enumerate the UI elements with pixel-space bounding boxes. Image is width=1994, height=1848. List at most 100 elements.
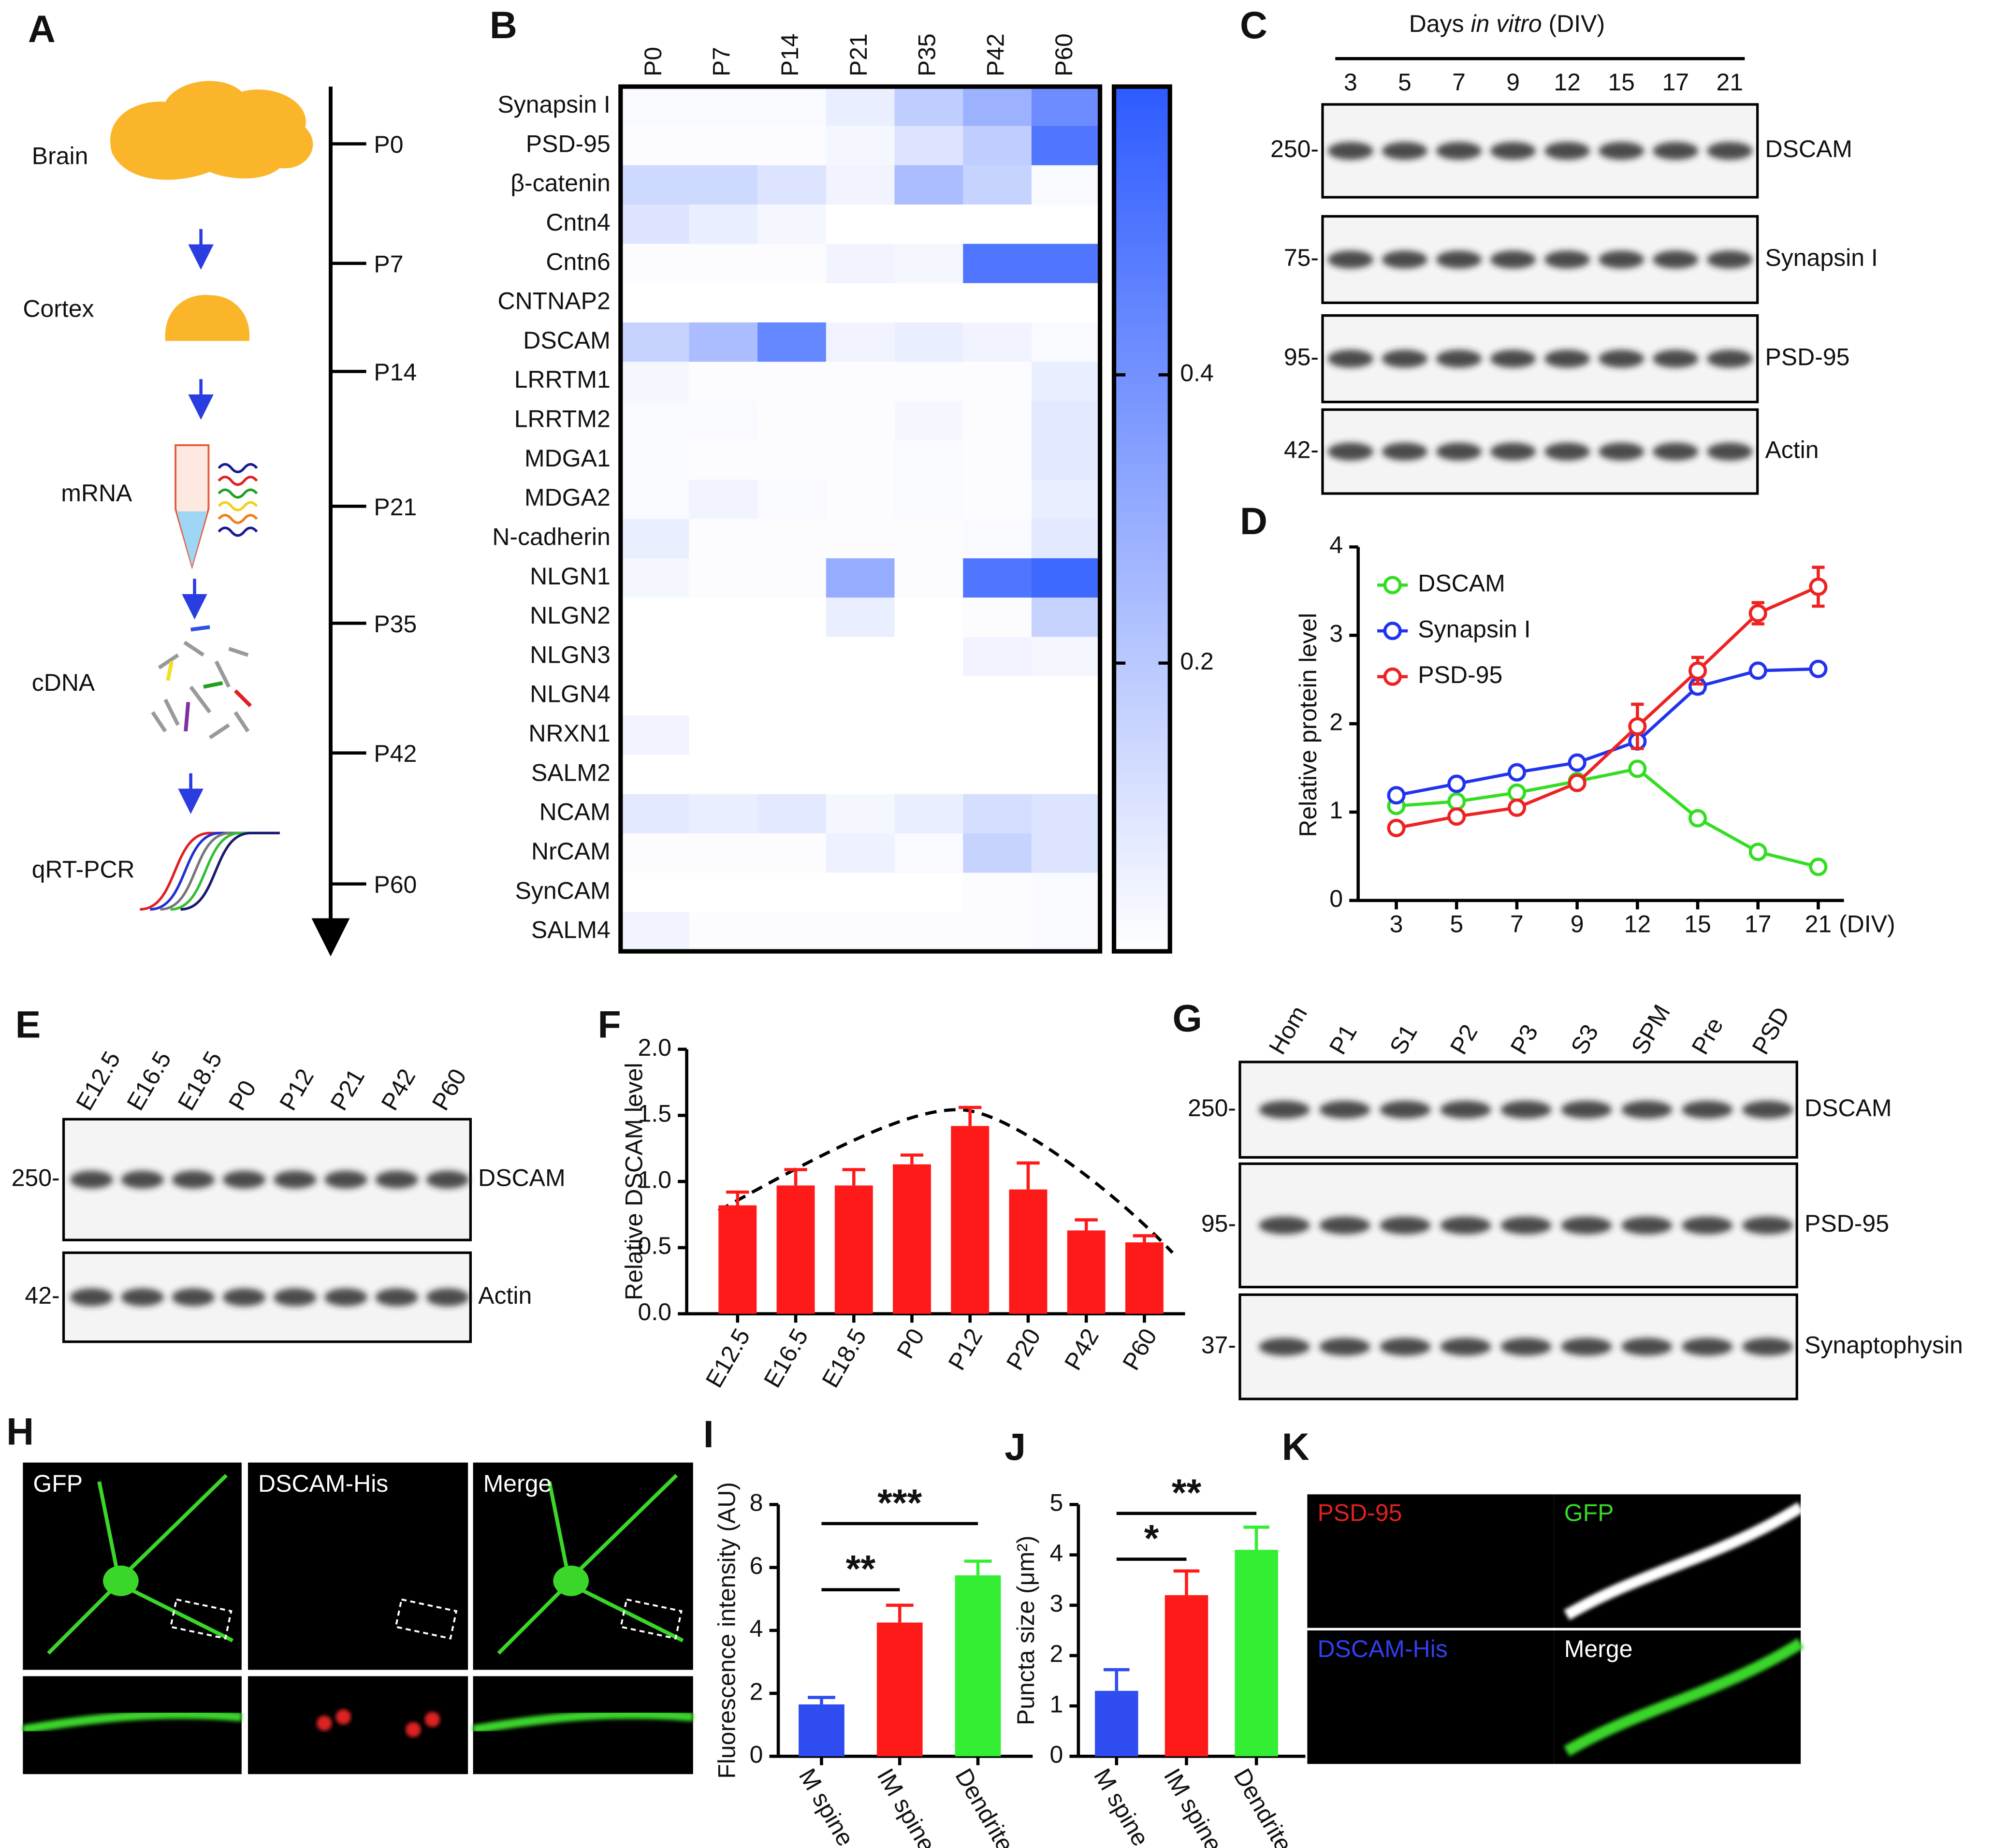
protein-label: PSD-95 bbox=[1765, 343, 1849, 370]
x-tick-label: Dendrite bbox=[950, 1764, 1019, 1848]
row-label: NrCAM bbox=[531, 838, 611, 865]
step-label: cDNA bbox=[32, 669, 95, 696]
band bbox=[1682, 1101, 1733, 1119]
heat-cell bbox=[894, 283, 964, 323]
timeline-label: P0 bbox=[374, 131, 403, 158]
heat-cell bbox=[620, 283, 690, 323]
x-tick-label: E16.5 bbox=[758, 1324, 814, 1392]
band bbox=[1500, 1101, 1552, 1119]
row-label: β-catenin bbox=[510, 170, 611, 197]
legend-label: Synapsin I bbox=[1418, 615, 1530, 642]
heat-cell bbox=[894, 755, 964, 795]
x-tick-label: P0 bbox=[891, 1324, 930, 1363]
row-label: DSCAM bbox=[523, 327, 610, 354]
band bbox=[1561, 1101, 1612, 1119]
title-part: in vitro bbox=[1470, 10, 1542, 37]
timeline-label: P21 bbox=[374, 494, 417, 521]
heat-cell bbox=[689, 558, 758, 598]
band bbox=[1653, 442, 1699, 461]
heat-cell bbox=[757, 833, 827, 873]
row-label: SynCAM bbox=[515, 877, 611, 904]
lane-label: E18.5 bbox=[173, 1047, 228, 1115]
x-tick-label: P60 bbox=[1117, 1324, 1162, 1375]
y-axis-label: Puncta size (μm²) bbox=[1012, 1536, 1039, 1726]
y-tick-label: 4 bbox=[1329, 532, 1343, 559]
bar bbox=[834, 1185, 873, 1314]
heat-cell bbox=[689, 519, 758, 559]
y-tick-label: 0.5 bbox=[638, 1232, 671, 1259]
size-marker: 42- bbox=[1284, 436, 1319, 463]
roi-box bbox=[394, 1598, 458, 1640]
y-axis-label: Relative DSCAM level bbox=[621, 1062, 648, 1300]
protein-label: PSD-95 bbox=[1805, 1210, 1889, 1237]
row-label: MDGA2 bbox=[524, 484, 611, 511]
error-bar bbox=[1243, 1526, 1270, 1550]
panel-letter: G bbox=[1173, 997, 1202, 1040]
dendrite bbox=[472, 1710, 694, 1734]
heat-cell bbox=[757, 126, 827, 166]
heat-cell bbox=[689, 401, 758, 441]
x-tick-label: 7 bbox=[1510, 911, 1524, 938]
heat-cell bbox=[757, 794, 827, 834]
image-label: DSCAM-His bbox=[258, 1470, 388, 1497]
step-label: qRT-PCR bbox=[32, 856, 135, 883]
band bbox=[1653, 142, 1699, 160]
heat-cell bbox=[963, 283, 1033, 323]
lane-label: P12 bbox=[274, 1064, 319, 1115]
lane-label: 17 bbox=[1662, 69, 1689, 96]
y-tick-label: 1.5 bbox=[638, 1100, 671, 1127]
size-marker: 95- bbox=[1201, 1210, 1236, 1237]
lane-label: P1 bbox=[1324, 1020, 1362, 1059]
size-marker: 42- bbox=[25, 1282, 59, 1309]
heat-cell bbox=[620, 519, 690, 559]
cdna-icon bbox=[151, 625, 252, 740]
dendrite bbox=[22, 1710, 242, 1734]
protein-label: Actin bbox=[1765, 436, 1819, 463]
lane-label: PSD bbox=[1747, 1003, 1795, 1059]
error-bar bbox=[1075, 1218, 1098, 1231]
band bbox=[1382, 142, 1427, 160]
lane-label: S3 bbox=[1566, 1020, 1604, 1059]
heat-cell bbox=[894, 873, 964, 913]
y-tick-label: 0.0 bbox=[638, 1298, 671, 1325]
error-bar bbox=[1103, 1668, 1130, 1691]
band bbox=[1436, 250, 1482, 269]
band bbox=[274, 1170, 317, 1189]
band bbox=[1490, 250, 1536, 269]
band bbox=[1544, 250, 1590, 269]
band bbox=[121, 1170, 164, 1189]
heat-cell bbox=[689, 637, 758, 677]
band bbox=[1436, 442, 1482, 461]
y-tick-label: 6 bbox=[750, 1552, 763, 1579]
band bbox=[324, 1170, 367, 1189]
micrograph bbox=[247, 1462, 468, 1670]
heat-cell bbox=[620, 794, 690, 834]
panel-letter: D bbox=[1240, 500, 1267, 542]
heat-cell bbox=[826, 283, 895, 323]
y-axis-label: Relative protein level bbox=[1295, 613, 1322, 837]
heat-cell bbox=[689, 440, 758, 480]
point bbox=[1507, 783, 1527, 802]
neuron bbox=[497, 1474, 684, 1655]
row-label: N-cadherin bbox=[492, 523, 610, 550]
band bbox=[172, 1170, 215, 1189]
heat-cell bbox=[620, 873, 690, 913]
point bbox=[1688, 661, 1707, 680]
timeline-label: P60 bbox=[374, 871, 417, 898]
y-tick-label: 5 bbox=[1050, 1489, 1063, 1516]
heat-cell bbox=[826, 873, 895, 913]
heat-cell bbox=[757, 637, 827, 677]
heat-cell bbox=[963, 204, 1033, 245]
band bbox=[1327, 349, 1373, 368]
significance-label: ** bbox=[846, 1548, 876, 1590]
y-tick-label: 3 bbox=[1329, 620, 1343, 647]
legend-marker bbox=[1383, 667, 1402, 686]
point bbox=[1809, 858, 1828, 876]
bar bbox=[1164, 1595, 1208, 1757]
bar bbox=[1009, 1189, 1048, 1314]
heat-cell bbox=[1031, 126, 1101, 166]
heat-cell bbox=[757, 519, 827, 559]
row-label: Synapsin I bbox=[497, 91, 610, 118]
size-marker: 95- bbox=[1284, 343, 1319, 370]
heat-cell bbox=[963, 244, 1033, 284]
